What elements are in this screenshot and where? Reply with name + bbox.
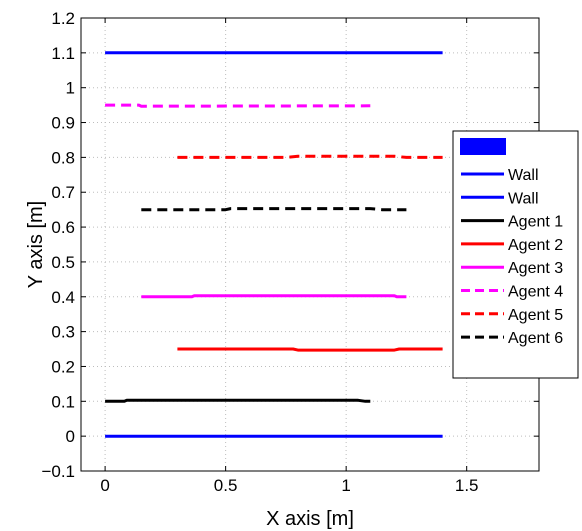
x-ticks: 0 0.5 1 1.5 [100,18,478,495]
y-tick-label: 0.6 [51,218,75,237]
series-line-8 [141,209,406,210]
x-tick-label: 0 [100,476,109,495]
y-tick-label: 0.3 [51,323,75,342]
legend-label-1: Wall [508,167,539,184]
legend-label-5: Agent 3 [508,260,563,277]
legend-label-3: Agent 1 [508,214,563,231]
legend-label-8: Agent 6 [508,330,563,347]
legend-label-6: Agent 4 [508,284,563,301]
legend-patch [460,138,506,155]
y-tick-label: 0.4 [51,288,75,307]
x-tick-label: 1 [341,476,350,495]
y-tick-label: −0.1 [41,462,75,481]
y-tick-label: 0 [66,427,75,446]
y-tick-label: 1 [66,79,75,98]
series-line-3 [105,400,370,401]
y-tick-label: 0.8 [51,148,75,167]
x-axis-label: X axis [m] [266,508,354,530]
x-tick-label: 0.5 [214,476,238,495]
legend-label-7: Agent 5 [508,307,563,324]
y-axis-label: Y axis [m] [25,201,47,288]
legend-label-4: Agent 2 [508,237,563,254]
y-tick-label: 1.2 [51,9,75,28]
y-tick-label: 0.1 [51,392,75,411]
series-layer [105,53,443,436]
series-line-5 [141,296,406,297]
legend: Wall Wall Agent 1 Agent 2 Agent 3 Agent 4 Agen… [453,131,578,378]
series-line-7 [177,156,442,157]
legend-label-2: Wall [508,190,539,207]
y-tick-label: 1.1 [51,44,75,63]
y-tick-label: 0.7 [51,183,75,202]
y-tick-label: 0.5 [51,253,75,272]
x-tick-label: 1.5 [455,476,479,495]
y-tick-label: 0.9 [51,114,75,133]
series-line-6 [105,105,370,106]
series-line-4 [177,349,442,350]
y-tick-label: 0.2 [51,357,75,376]
